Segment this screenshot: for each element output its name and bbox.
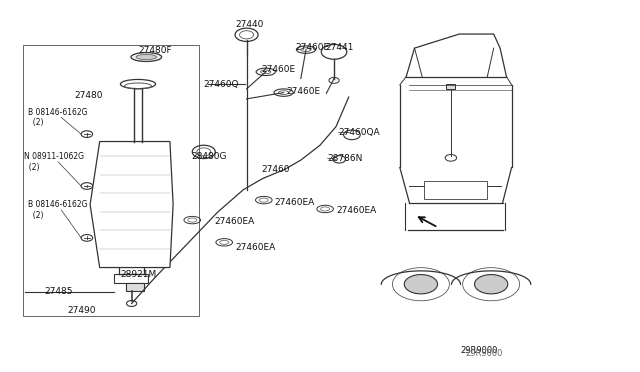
Text: 27460Q: 27460Q [204, 80, 239, 89]
Text: 27460E: 27460E [296, 42, 330, 51]
Ellipse shape [136, 54, 157, 60]
Text: 27460: 27460 [261, 165, 290, 174]
Circle shape [404, 275, 438, 294]
Text: 27440: 27440 [236, 20, 264, 29]
Text: 27460QA: 27460QA [338, 128, 380, 137]
Ellipse shape [131, 52, 162, 61]
Text: 28921M: 28921M [121, 270, 157, 279]
Text: 27480: 27480 [74, 91, 102, 100]
Text: 27490: 27490 [68, 306, 96, 315]
Text: 27460E: 27460E [287, 87, 321, 96]
Bar [126, 283, 144, 291]
Text: 29R9000: 29R9000 [461, 346, 498, 355]
Text: B 08146-6162G
  (2): B 08146-6162G (2) [28, 201, 87, 220]
Bar [23, 45, 198, 316]
Text: 29R9000: 29R9000 [466, 349, 503, 358]
Circle shape [474, 275, 508, 294]
Text: 28480G: 28480G [191, 152, 227, 161]
Text: 27441: 27441 [325, 42, 353, 51]
Text: 27460EA: 27460EA [214, 217, 255, 226]
Text: 27485: 27485 [44, 287, 72, 296]
Text: 27480F: 27480F [138, 46, 172, 55]
Bar [447, 84, 456, 89]
Text: 27460EA: 27460EA [336, 206, 376, 215]
Text: 27460EA: 27460EA [274, 198, 314, 207]
Bar [424, 181, 486, 199]
Text: B 08146-6162G
  (2): B 08146-6162G (2) [28, 108, 87, 127]
Polygon shape [90, 141, 173, 267]
Text: 27460E: 27460E [261, 65, 296, 74]
Text: N 08911-1062G
  (2): N 08911-1062G (2) [24, 152, 84, 171]
Text: 27460EA: 27460EA [236, 243, 276, 251]
Text: 28786N: 28786N [328, 154, 363, 163]
Bar [115, 274, 148, 283]
